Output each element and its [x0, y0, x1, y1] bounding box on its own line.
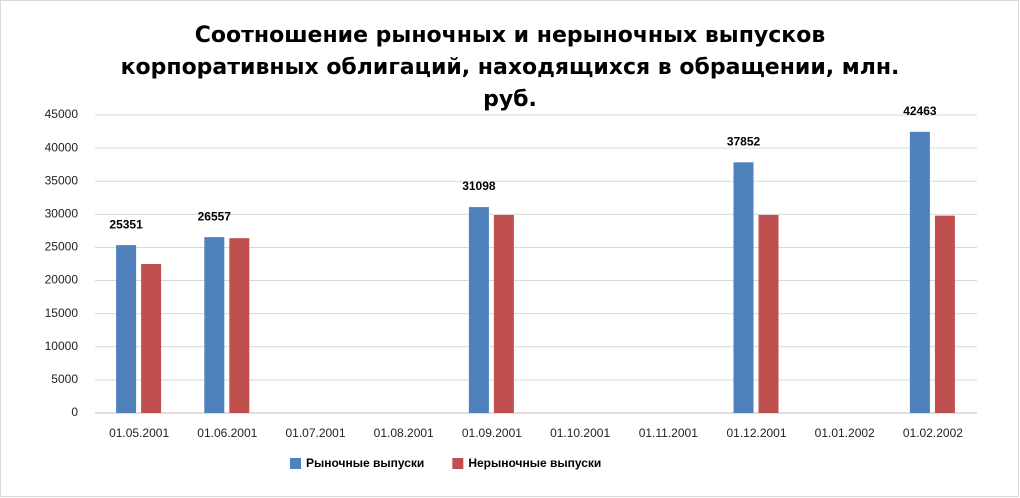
data-label: 31098 — [462, 179, 496, 193]
data-label: 42463 — [903, 104, 937, 118]
x-tick-label: 01.02.2002 — [903, 426, 963, 440]
bar — [229, 238, 250, 413]
bar — [204, 237, 225, 413]
x-tick-label: 01.07.2001 — [285, 426, 345, 440]
bar — [141, 264, 162, 413]
x-tick-label: 01.11.2001 — [639, 426, 698, 440]
legend-label: Нерыночные выпуски — [468, 456, 601, 470]
data-label: 26557 — [198, 209, 232, 223]
bar — [733, 162, 754, 413]
legend-swatch — [290, 458, 301, 469]
y-tick-label: 15000 — [45, 306, 79, 320]
y-tick-label: 10000 — [45, 339, 79, 353]
y-tick-label: 40000 — [45, 140, 79, 154]
x-tick-label: 01.12.2001 — [726, 426, 786, 440]
x-tick-label: 01.09.2001 — [462, 426, 522, 440]
y-tick-label: 30000 — [45, 207, 79, 221]
bar — [758, 214, 779, 413]
bar — [909, 131, 930, 413]
bar — [116, 245, 137, 413]
data-label: 37852 — [727, 135, 761, 149]
bar — [493, 214, 514, 413]
y-tick-label: 5000 — [51, 372, 78, 386]
chart-title: Соотношение рыночных и нерыночных выпуск… — [120, 23, 900, 112]
y-tick-label: 20000 — [45, 273, 79, 287]
x-tick-label: 01.05.2001 — [109, 426, 169, 440]
bar — [934, 215, 955, 413]
bar — [468, 207, 489, 413]
x-tick-label: 01.01.2002 — [815, 426, 875, 440]
legend-swatch — [452, 458, 464, 469]
y-tick-label: 0 — [71, 405, 78, 419]
x-tick-label: 01.08.2001 — [374, 426, 434, 440]
y-tick-label: 45000 — [45, 107, 79, 121]
x-tick-label: 01.10.2001 — [550, 426, 610, 440]
data-label: 25351 — [109, 217, 143, 231]
y-tick-label: 25000 — [45, 240, 79, 254]
y-tick-label: 35000 — [45, 173, 79, 187]
legend-label: Рыночные выпуски — [306, 456, 424, 470]
x-tick-label: 01.06.2001 — [197, 426, 257, 440]
